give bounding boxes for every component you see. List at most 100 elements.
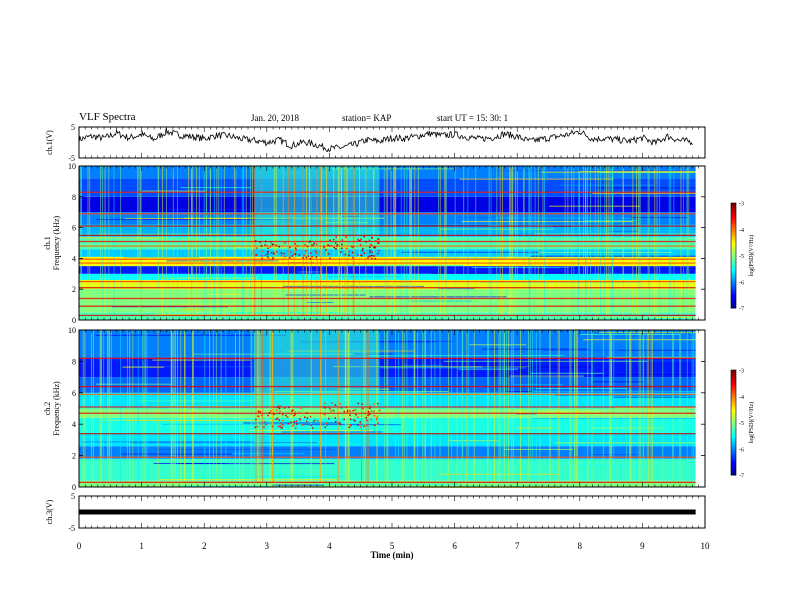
spectrogram-burst-point xyxy=(282,413,284,416)
spectrogram-streak xyxy=(673,330,675,483)
spectrogram-streak xyxy=(209,166,211,316)
xtick-label: 5 xyxy=(390,541,395,551)
spectrogram-speckle xyxy=(516,427,554,429)
ch2-ylabel: Frequency (kHz) xyxy=(52,381,61,436)
spectrogram-band xyxy=(79,417,696,434)
spectrogram-streak xyxy=(198,166,200,316)
spectrogram-streak xyxy=(254,166,256,316)
spectrogram-streak xyxy=(523,166,525,316)
xtick-label: 0 xyxy=(77,541,82,551)
spectrogram-speckle xyxy=(123,256,200,258)
spectrogram-burst-point xyxy=(369,405,372,408)
ch2-ytick-label: 8 xyxy=(72,357,76,366)
spectrogram-burst-point xyxy=(334,421,337,423)
ch2-colorbar-segment xyxy=(731,370,736,374)
spectrogram-burst-point xyxy=(307,255,310,258)
spectrogram-streak xyxy=(529,330,531,483)
spectrogram-tonal-line xyxy=(79,258,696,260)
spectrogram-streak xyxy=(177,330,178,483)
spectrogram-streak xyxy=(191,166,193,316)
spectrogram-burst-point xyxy=(294,243,296,245)
spectrogram-burst-point xyxy=(370,257,373,260)
spectrogram-burst-point xyxy=(278,419,281,421)
ch2-colorbar-segment xyxy=(731,409,736,413)
ch2-colorbar-segment xyxy=(731,406,736,410)
spectrogram-streak xyxy=(403,166,405,316)
spectrogram-streak xyxy=(535,330,537,483)
ch2-colorbar-segment xyxy=(731,391,736,395)
spectrogram-streak xyxy=(90,330,92,483)
spectrogram-burst-point xyxy=(373,245,376,248)
ch1-ytick-label: -5 xyxy=(68,154,75,163)
spectrogram-streak xyxy=(610,330,612,483)
spectrogram-streak xyxy=(503,330,505,483)
spectrogram-burst-point xyxy=(315,252,318,254)
spectrogram-streak xyxy=(259,330,261,483)
spectrogram-streak xyxy=(157,166,159,316)
spectrogram-burst-point xyxy=(373,246,375,249)
spectrogram-burst-point xyxy=(292,409,294,411)
spectrogram-streak xyxy=(683,166,684,316)
spectrogram-burst-point xyxy=(334,417,336,419)
spectrogram-burst-point xyxy=(288,406,290,409)
ch1-colorbar-segment xyxy=(731,245,736,249)
spectrogram-burst-point xyxy=(306,245,309,248)
spectrogram-streak xyxy=(184,330,186,483)
spectrogram-speckle xyxy=(449,207,625,209)
spectrogram-streak xyxy=(376,330,378,483)
spectrogram-speckle xyxy=(504,448,574,450)
spectrogram-streak xyxy=(363,330,365,483)
spectrogram-speckle xyxy=(380,367,527,369)
spectrogram-streak xyxy=(245,166,247,316)
spectrogram-streak xyxy=(319,330,321,483)
spectrogram-burst-point xyxy=(298,411,300,414)
spectrogram-burst-point xyxy=(315,243,318,245)
spectrogram-speckle xyxy=(438,288,475,290)
spectrogram-burst-point xyxy=(377,238,379,240)
spectrogram-burst-point xyxy=(368,239,371,242)
spectrogram-streak xyxy=(339,166,341,316)
spectrogram-streak xyxy=(454,166,456,316)
spectrogram-streak xyxy=(316,166,318,316)
spectrogram-burst-point xyxy=(326,406,329,409)
spectrogram-speckle xyxy=(311,483,459,485)
ch1-colorbar-segment xyxy=(731,302,736,306)
spectrogram-burst-point xyxy=(273,413,275,415)
spectrogram-streak xyxy=(422,330,424,483)
spectrogram-burst-point xyxy=(339,423,342,425)
spectrogram-burst-point xyxy=(341,247,343,250)
spectrogram-streak xyxy=(467,330,469,483)
spectrogram-speckle xyxy=(469,344,527,346)
spectrogram-streak xyxy=(629,330,630,483)
spectrogram-streak xyxy=(140,166,141,316)
spectrogram-burst-point xyxy=(294,253,297,255)
spectrogram-noise-region xyxy=(254,330,380,409)
spectrogram-streak xyxy=(103,330,105,483)
spectrogram-speckle xyxy=(230,312,344,314)
spectrogram-burst-point xyxy=(345,247,348,250)
spectrogram-speckle xyxy=(513,411,599,413)
spectrogram-streak xyxy=(650,330,652,483)
spectrogram-streak xyxy=(622,166,624,316)
spectrogram-burst-point xyxy=(290,413,293,415)
ch1-colorbar-segment xyxy=(731,300,736,304)
spectrogram-streak xyxy=(512,166,514,316)
spectrogram-streak xyxy=(320,166,322,316)
spectrogram-streak xyxy=(475,166,477,316)
ch1-ytick-label: 0 xyxy=(72,316,76,325)
spectrogram-streak xyxy=(417,330,419,483)
spectrogram-streak xyxy=(611,166,613,316)
xtick-label: 9 xyxy=(640,541,645,551)
spectrogram-burst-point xyxy=(281,254,283,257)
spectrogram-streak xyxy=(80,166,82,316)
ch2-colorbar-segment xyxy=(731,448,736,452)
spectrogram-burst-point xyxy=(354,409,356,411)
spectrogram-burst-point xyxy=(377,402,379,405)
spectrogram-streak xyxy=(602,330,604,483)
spectrogram-burst-point xyxy=(350,424,352,426)
spectrogram-streak xyxy=(648,166,650,316)
ch3-ylabel: ch.3(V) xyxy=(45,499,54,524)
start-time-label: start UT = 15: 30: 1 xyxy=(437,113,509,123)
spectrogram-speckle xyxy=(334,340,454,342)
ch1-colorbar-tick-label: -3 xyxy=(739,202,744,208)
